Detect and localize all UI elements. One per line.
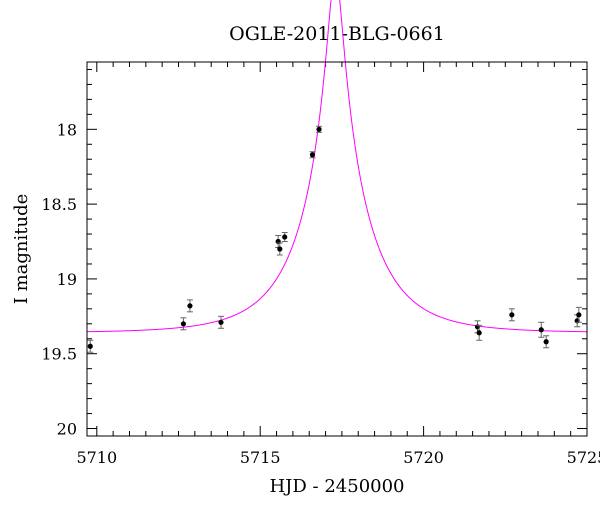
axis-ticks <box>87 62 588 436</box>
point-marker <box>538 327 544 333</box>
data-point <box>575 306 582 323</box>
point-marker <box>282 234 288 240</box>
plot-frame <box>86 61 588 437</box>
point-marker <box>543 339 549 345</box>
x-axis-label: HJD - 2450000 <box>269 476 404 497</box>
data-point <box>316 125 323 133</box>
y-tick-label: 19 <box>57 270 77 289</box>
y-tick-label: 19.5 <box>41 345 77 364</box>
point-marker <box>87 343 93 349</box>
data-point <box>538 321 545 338</box>
x-tick-label: 5710 <box>76 448 117 467</box>
x-tick-label: 5715 <box>240 448 281 467</box>
x-tick-label: 5720 <box>403 448 444 467</box>
x-tick-label: 5725 <box>567 448 600 467</box>
data-point <box>281 232 288 243</box>
data-point <box>476 324 483 341</box>
model-curve <box>86 0 588 333</box>
axis-tick-labels: 5710 5715 5720 5725 18 18.5 19 19.5 20 <box>41 120 600 467</box>
data-point <box>87 339 94 353</box>
data-point <box>543 335 550 349</box>
point-marker <box>309 152 316 158</box>
y-axis-label: I magnitude <box>11 194 32 305</box>
data-point <box>217 315 224 329</box>
chart-title: OGLE-2011-BLG-0661 <box>229 23 445 45</box>
y-tick-label: 20 <box>57 420 77 439</box>
point-marker <box>218 319 224 325</box>
point-marker <box>277 246 283 252</box>
data-point <box>309 151 316 159</box>
data-point <box>180 317 187 331</box>
point-marker <box>316 126 322 132</box>
data-point <box>508 308 515 322</box>
point-marker <box>509 312 515 318</box>
data-points <box>87 125 582 353</box>
point-marker <box>476 330 482 336</box>
point-marker <box>576 312 582 318</box>
y-tick-label: 18 <box>57 120 77 139</box>
point-marker <box>187 303 193 309</box>
y-tick-label: 18.5 <box>41 195 77 214</box>
data-point <box>276 242 283 256</box>
point-marker <box>180 321 187 327</box>
data-point <box>186 299 193 313</box>
